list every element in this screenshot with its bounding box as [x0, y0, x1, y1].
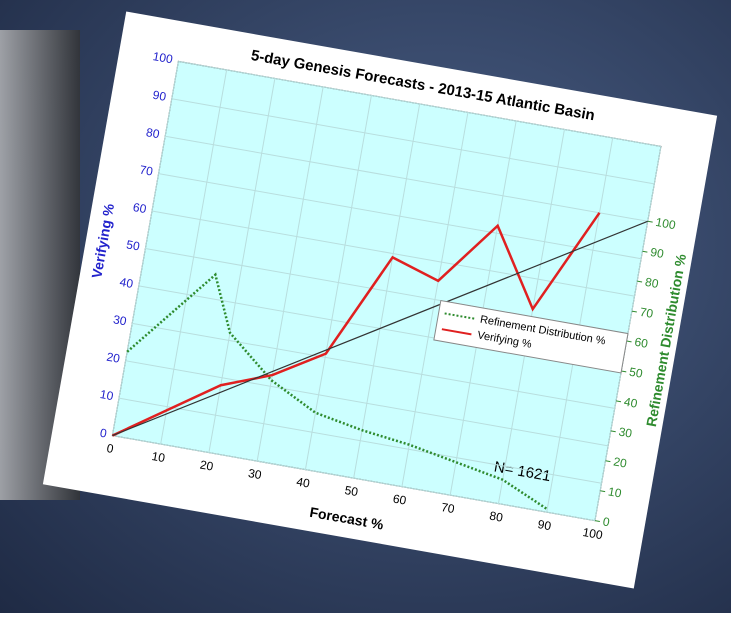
- grid-line: [125, 360, 609, 447]
- y2-tick-label: 30: [618, 425, 634, 441]
- grid-line: [151, 210, 635, 297]
- x-tick-label: 30: [247, 466, 263, 482]
- grid-line: [112, 435, 596, 522]
- y2-tick: [605, 460, 611, 463]
- y2-tick: [600, 490, 606, 493]
- grid-line: [165, 135, 648, 222]
- y2-tick-label: 10: [607, 484, 623, 500]
- x-tick-label: 10: [151, 449, 167, 465]
- x-tick-label: 70: [440, 500, 456, 516]
- y2-tick-label: 20: [612, 454, 628, 470]
- y-tick-label: 40: [119, 275, 135, 291]
- series-line: [126, 272, 548, 511]
- y2-tick: [610, 430, 616, 433]
- x-tick-label: 100: [582, 525, 604, 542]
- y-tick-label: 30: [112, 312, 128, 328]
- grid-line: [158, 173, 642, 260]
- y2-tick: [647, 220, 653, 223]
- x-tick-label: 80: [488, 509, 504, 525]
- x-tick-label: 40: [295, 475, 311, 491]
- grid-line: [118, 397, 602, 484]
- grid-line: [178, 60, 662, 147]
- chart-panel: 5-day Genesis Forecasts - 2013-15 Atlant…: [42, 11, 718, 589]
- y-tick-label: 0: [99, 426, 108, 441]
- grid-line: [111, 61, 179, 436]
- legend-swatch: [444, 312, 475, 320]
- grid-line: [132, 322, 615, 409]
- y-tick-label: 20: [105, 350, 121, 366]
- y2-tick-label: 80: [644, 275, 660, 291]
- x-tick-label: 90: [537, 517, 553, 533]
- y2-tick: [642, 250, 648, 253]
- y-tick-label: 10: [99, 387, 115, 403]
- series-line: [112, 220, 648, 437]
- y-tick-label: 90: [152, 88, 168, 104]
- y2-tick: [594, 520, 600, 523]
- y-tick-label: 60: [132, 200, 148, 216]
- y-tick-label: 100: [152, 49, 174, 66]
- y-tick-label: 80: [145, 125, 161, 141]
- y2-tick: [631, 310, 637, 313]
- x-tick-label: 20: [199, 458, 215, 474]
- y2-tick: [626, 340, 632, 343]
- legend-box: [433, 299, 629, 374]
- y-tick-label: 50: [125, 237, 141, 253]
- x-tick-label: 0: [106, 441, 115, 456]
- legend-swatch: [441, 328, 472, 336]
- y2-tick-label: 90: [649, 245, 665, 261]
- y-tick-label: 70: [138, 163, 154, 179]
- y2-tick-label: 70: [639, 305, 655, 321]
- y2-tick: [637, 280, 643, 283]
- y2-tick-label: 60: [633, 335, 649, 351]
- series-line: [111, 212, 601, 437]
- y2-tick-label: 40: [623, 395, 639, 411]
- y2-tick-label: 100: [655, 215, 677, 232]
- y2-tick-label: 50: [628, 365, 644, 381]
- y2-tick-label: 0: [602, 514, 611, 529]
- grid-line: [171, 98, 655, 185]
- x-tick-label: 60: [392, 492, 408, 508]
- y2-tick: [621, 370, 627, 373]
- x-tick-label: 50: [344, 483, 360, 499]
- y2-tick: [615, 400, 622, 403]
